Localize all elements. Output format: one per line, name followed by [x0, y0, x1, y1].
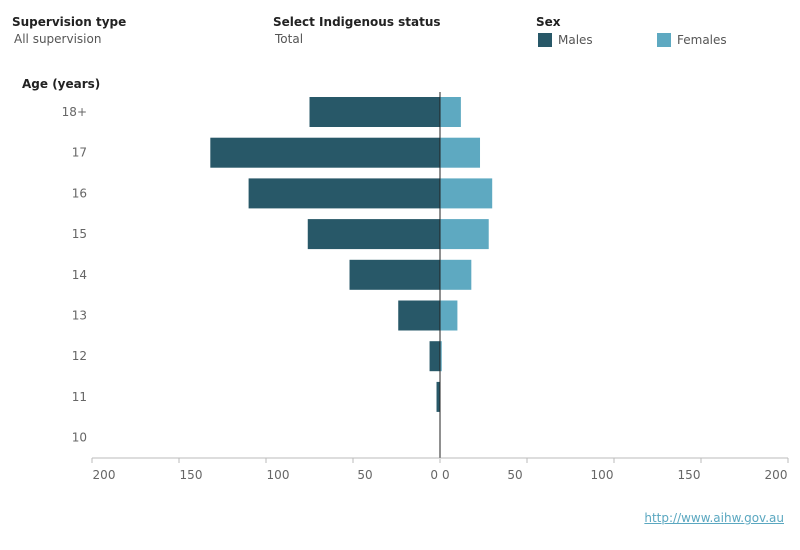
source-link[interactable]: http://www.aihw.gov.au [644, 511, 784, 525]
x-tick-label-left: 50 [357, 468, 372, 482]
bar-males[interactable] [398, 300, 440, 331]
x-tick-label-right: 150 [678, 468, 701, 482]
bar-males[interactable] [429, 341, 440, 372]
bar-females[interactable] [440, 137, 481, 168]
bar-males[interactable] [349, 259, 440, 290]
legend-item-females[interactable]: Females [657, 33, 727, 47]
supervision-type-select[interactable]: All supervision [14, 32, 102, 46]
age-label: 15 [72, 227, 87, 241]
age-label: 17 [72, 146, 87, 160]
x-tick-label-left: 150 [180, 468, 203, 482]
bar-females[interactable] [440, 97, 461, 127]
age-label: 14 [72, 268, 87, 282]
females-swatch [657, 33, 671, 47]
population-pyramid-chart: Age (years) 18+ 17 16 15 14 13 12 11 10 200 150 10… [22, 77, 789, 482]
x-tick-label-left: 100 [267, 468, 290, 482]
age-label: 11 [72, 390, 87, 404]
age-label: 18+ [62, 105, 87, 119]
bar-males[interactable] [436, 381, 440, 412]
x-tick-label-right: 50 [507, 468, 522, 482]
age-label: 13 [72, 309, 87, 323]
bar-males[interactable] [309, 97, 441, 127]
males-swatch [538, 33, 552, 47]
bar-males[interactable] [210, 137, 440, 168]
bar-females[interactable] [440, 178, 493, 209]
bar-females[interactable] [440, 259, 472, 290]
x-tick-label-right: 200 [765, 468, 788, 482]
bar-females[interactable] [440, 219, 489, 250]
age-label: 10 [72, 431, 87, 445]
bar-females[interactable] [440, 341, 442, 372]
x-tick-label-left: 0 [430, 468, 438, 482]
indigenous-status-label: Select Indigenous status [273, 15, 441, 29]
legend-label-males: Males [558, 33, 593, 47]
bar-males[interactable] [307, 219, 440, 250]
supervision-type-label: Supervision type [12, 15, 127, 29]
age-label: 16 [72, 186, 87, 200]
legend-label-females: Females [677, 33, 727, 47]
legend-item-males[interactable]: Males [538, 33, 593, 47]
bar-females[interactable] [440, 300, 458, 331]
age-label: 12 [72, 349, 87, 363]
y-axis-title: Age (years) [22, 77, 100, 91]
legend-title: Sex [536, 15, 561, 29]
bar-males[interactable] [248, 178, 440, 209]
x-tick-label-right: 0 [442, 468, 450, 482]
x-tick-label-right: 100 [591, 468, 614, 482]
x-tick-label-left: 200 [93, 468, 116, 482]
indigenous-status-select[interactable]: Total [275, 32, 304, 46]
